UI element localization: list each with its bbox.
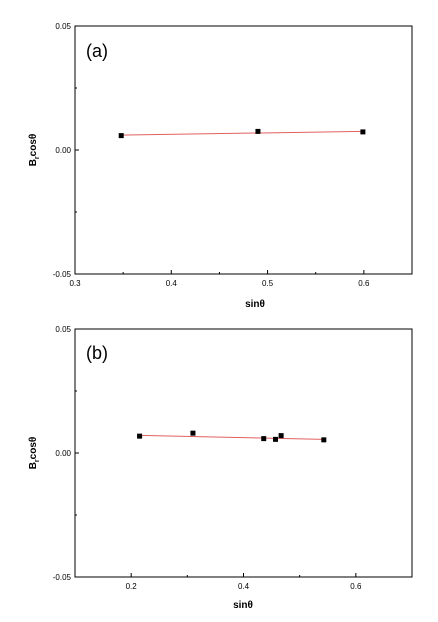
fit-line-group (121, 130, 363, 136)
x-tick-label: 0.6 (358, 279, 370, 288)
data-point (255, 128, 261, 134)
y-tick-label: -0.05 (53, 573, 72, 582)
y-ticks: -0.05 0.00 0.05 (53, 325, 79, 582)
data-point (137, 433, 143, 439)
y-tick-label: -0.05 (53, 270, 72, 279)
plot-frame (74, 328, 413, 578)
x-tick-label: 0.3 (69, 279, 81, 288)
fit-line-group (139, 434, 324, 440)
panel-a: (a) sinθ Brcosθ 0.3 0.4 0.5 0.6 -0.05 0.00 0.… (28, 22, 413, 310)
panel-b: (b) sinθ Brcosθ 0.2 0.4 0.6 -0.05 0.00 0.05 (28, 325, 413, 611)
y-axis-title: Brcosθ (28, 437, 41, 470)
data-point (190, 430, 196, 436)
x-tick-label: 0.6 (350, 582, 362, 591)
data-point (278, 433, 284, 439)
data-point (273, 436, 279, 442)
points-group (118, 128, 366, 139)
fit-line (121, 130, 363, 136)
x-tick-label: 0.2 (126, 582, 138, 591)
data-point (360, 129, 366, 135)
data-point (321, 437, 327, 443)
x-tick-label: 0.4 (166, 279, 178, 288)
x-ticks: 0.3 0.4 0.5 0.6 (69, 270, 413, 288)
x-ticks: 0.2 0.4 0.6 (74, 573, 413, 591)
x-tick-label: 0.4 (238, 582, 250, 591)
fit-line (139, 434, 324, 440)
y-ticks: -0.05 0.00 0.05 (53, 22, 79, 279)
y-tick-label: 0.00 (55, 449, 71, 458)
y-tick-label: 0.00 (55, 146, 71, 155)
panel-label: (b) (86, 343, 108, 363)
points-group (137, 430, 327, 443)
panel-label: (a) (86, 41, 108, 61)
plot-frame (74, 25, 413, 275)
y-tick-label: 0.05 (55, 22, 71, 31)
data-point (261, 436, 267, 442)
y-tick-label: 0.05 (55, 325, 71, 334)
data-point (118, 133, 124, 139)
x-axis-title: sinθ (245, 299, 265, 310)
x-axis-title: sinθ (233, 600, 253, 611)
x-tick-label: 0.5 (262, 279, 274, 288)
y-axis-title: Brcosθ (28, 134, 41, 167)
